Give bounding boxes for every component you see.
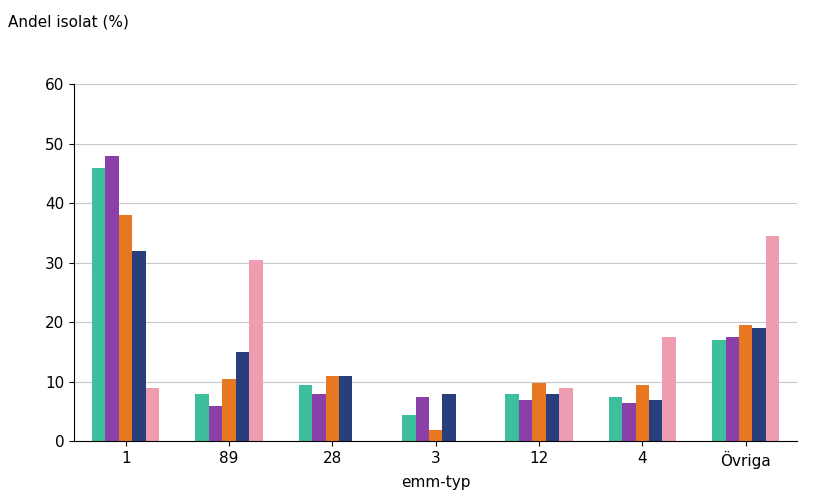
Bar (506, 394, 519, 441)
Bar (92, 168, 105, 441)
Bar (559, 388, 573, 441)
Bar (145, 388, 159, 441)
Bar (766, 236, 779, 441)
Bar (533, 383, 546, 441)
Bar (622, 403, 635, 441)
Bar (739, 325, 752, 441)
Bar (119, 215, 132, 441)
Bar (429, 430, 442, 441)
Bar (298, 385, 312, 441)
Bar (663, 337, 676, 441)
Bar (132, 251, 145, 441)
Text: Andel isolat (%): Andel isolat (%) (8, 15, 129, 30)
Bar (196, 394, 209, 441)
Bar (249, 260, 262, 441)
Bar (105, 156, 119, 441)
Bar (312, 394, 326, 441)
Bar (402, 415, 415, 441)
Bar (752, 328, 766, 441)
Bar (442, 394, 456, 441)
Bar (712, 340, 726, 441)
Bar (546, 394, 559, 441)
Bar (209, 406, 222, 441)
Bar (649, 400, 663, 441)
Bar (236, 352, 249, 441)
Bar (339, 376, 353, 441)
Bar (326, 376, 339, 441)
Bar (415, 397, 429, 441)
Bar (635, 385, 649, 441)
Bar (726, 337, 739, 441)
X-axis label: emm-typ: emm-typ (401, 475, 470, 490)
Bar (222, 379, 236, 441)
Bar (519, 400, 533, 441)
Bar (609, 397, 622, 441)
